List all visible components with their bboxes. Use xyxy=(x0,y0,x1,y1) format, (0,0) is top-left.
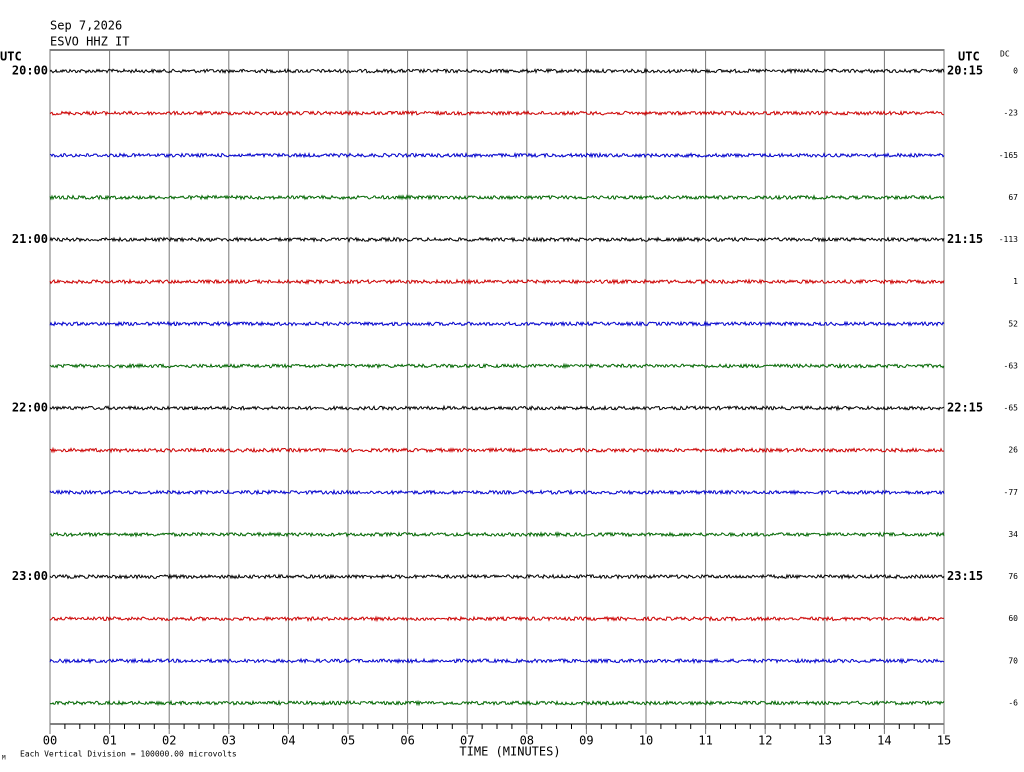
station: ESVO HHZ IT xyxy=(50,35,129,49)
trace xyxy=(49,278,945,286)
dc-offset: 52 xyxy=(1008,319,1018,328)
dc-offset: 0 xyxy=(1013,67,1018,76)
dc-offset: 26 xyxy=(1008,446,1018,455)
trace xyxy=(49,488,945,496)
trace xyxy=(49,446,945,454)
trace xyxy=(49,699,945,707)
trace xyxy=(49,320,945,328)
dc-offset: 1 xyxy=(1013,277,1018,286)
right-time-label: 20:15 xyxy=(947,64,983,78)
left-time-label: 22:00 xyxy=(12,401,48,415)
x-tick-label: 02 xyxy=(162,734,176,748)
trace xyxy=(49,531,945,539)
dc-offset: -165 xyxy=(999,151,1018,160)
right-time-label: 21:15 xyxy=(947,232,983,246)
x-tick-label: 00 xyxy=(43,734,57,748)
left-time-label: 20:00 xyxy=(12,64,48,78)
trace xyxy=(49,236,945,243)
dc-offset: 60 xyxy=(1008,614,1018,623)
x-tick-label: 06 xyxy=(400,734,414,748)
dc-offset: 67 xyxy=(1008,193,1018,202)
trace xyxy=(49,362,945,370)
trace xyxy=(49,404,945,412)
x-tick-label: 08 xyxy=(520,734,534,748)
dc-offset: 34 xyxy=(1008,530,1018,539)
x-tick-label: 01 xyxy=(102,734,116,748)
right-title: UTC xyxy=(958,50,980,64)
x-tick-label: 03 xyxy=(222,734,236,748)
trace xyxy=(49,615,945,623)
date: Sep 7,2026 xyxy=(50,19,122,33)
dc-offset: -23 xyxy=(1004,109,1019,118)
x-tick-label: 09 xyxy=(579,734,593,748)
dc-title: DC xyxy=(1000,50,1010,59)
dc-offset: -63 xyxy=(1004,361,1019,370)
dc-offset: -6 xyxy=(1008,699,1018,708)
trace xyxy=(49,67,945,75)
left-title: UTC xyxy=(0,50,22,64)
dc-offset: -77 xyxy=(1004,488,1019,497)
x-tick-label: 14 xyxy=(877,734,891,748)
x-tick-label: 10 xyxy=(639,734,653,748)
trace xyxy=(49,657,945,665)
right-time-label: 22:15 xyxy=(947,401,983,415)
x-tick-label: 11 xyxy=(698,734,712,748)
dc-offset: 76 xyxy=(1008,572,1018,581)
x-axis-title: TIME (MINUTES) xyxy=(459,745,560,759)
trace xyxy=(49,109,945,117)
dc-offset: -65 xyxy=(1004,404,1019,413)
dc-offset: 70 xyxy=(1008,656,1018,665)
trace xyxy=(49,194,945,201)
left-time-label: 21:00 xyxy=(12,232,48,246)
x-tick-label: 07 xyxy=(460,734,474,748)
x-tick-label: 15 xyxy=(937,734,951,748)
dc-offset: -113 xyxy=(999,235,1018,244)
trace xyxy=(49,573,945,580)
x-tick-label: 12 xyxy=(758,734,772,748)
right-time-label: 23:15 xyxy=(947,569,983,583)
left-time-label: 23:00 xyxy=(12,569,48,583)
trace xyxy=(49,151,945,159)
footer-mark: M xyxy=(2,755,6,762)
x-tick-label: 04 xyxy=(281,734,295,748)
plot-frame xyxy=(49,49,945,725)
x-tick-label: 05 xyxy=(341,734,355,748)
x-tick-label: 13 xyxy=(818,734,832,748)
scale-note: Each Vertical Division = 100000.00 micro… xyxy=(20,750,237,759)
